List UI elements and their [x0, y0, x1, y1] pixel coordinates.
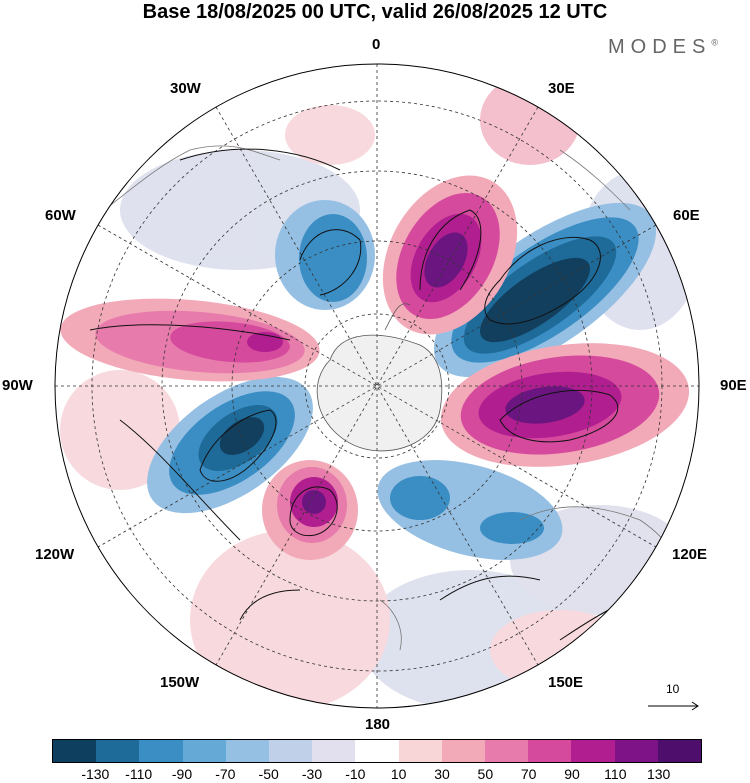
positive-anomaly-80w — [60, 298, 320, 382]
lon-label-120w: 120W — [35, 546, 75, 563]
colorbar-swatch — [269, 740, 313, 762]
colorbar-swatch — [139, 740, 183, 762]
colorbar-swatch — [571, 740, 615, 762]
weak-positive-area-north — [285, 105, 375, 165]
lon-label-30w: 30W — [170, 80, 201, 97]
colorbar-tick-label: -130 — [81, 766, 110, 782]
lon-label-60e: 60E — [673, 207, 700, 224]
colorbar-swatch — [53, 740, 97, 762]
colorbar-tick-label: 130 — [646, 766, 671, 782]
colorbar-tick-label: -50 — [258, 766, 279, 782]
registered-mark: ® — [711, 37, 718, 48]
vector-reference-label: 10 — [666, 682, 680, 696]
lon-label-90w: 90W — [2, 377, 33, 394]
colorbar-tick-label: -30 — [301, 766, 323, 782]
coastline-new-zealand — [379, 599, 402, 651]
lon-label-30e: 30E — [548, 80, 575, 97]
colorbar-swatch — [398, 740, 442, 762]
colorbar-tick-label: -10 — [345, 766, 366, 782]
colorbar-swatch — [355, 740, 399, 762]
map-boundary — [54, 63, 700, 709]
weak-positive-area-west — [60, 370, 180, 490]
positive-anomaly-30e — [382, 175, 518, 335]
colorbar-swatch — [312, 740, 356, 762]
coastline-africa — [559, 149, 631, 211]
colorbar-tick-label: 110 — [604, 766, 627, 782]
map-title: Base 18/08/2025 00 UTC, valid 26/08/2025… — [142, 1, 608, 23]
colorbar-swatch — [657, 740, 702, 762]
lon-label-90e: 90E — [720, 377, 747, 394]
negative-anomaly-120e — [377, 460, 563, 560]
coastline-south-america — [89, 145, 281, 221]
colorbar-tick-label: 70 — [520, 766, 537, 782]
colorbar-tick-label: -70 — [215, 766, 236, 782]
colorbar-swatch — [225, 740, 270, 762]
antarctic-peninsula — [384, 303, 411, 331]
weak-positive-area-south — [190, 530, 390, 708]
colorbar-swatch — [528, 740, 572, 762]
lon-label-180: 180 — [365, 716, 391, 733]
meridians — [55, 64, 699, 708]
colorbar-swatch — [441, 740, 486, 762]
lon-label-120e: 120E — [672, 546, 708, 563]
lon-label-150w: 150W — [160, 674, 200, 691]
lon-label-0: 0 — [372, 36, 381, 53]
colorbar-swatch — [614, 740, 658, 762]
brand-text: MODES — [608, 36, 712, 58]
colorbar-tick-label: 90 — [564, 766, 580, 782]
colorbar-swatch — [182, 740, 226, 762]
modes-logo: MODES® — [608, 36, 718, 59]
colorbar-tick-label: -90 — [171, 766, 193, 782]
positive-anomaly-140w — [262, 460, 358, 560]
antarctica-landmass — [316, 334, 443, 452]
colorbar-tick-label: -110 — [125, 766, 153, 782]
colorbar-tick-label: 10 — [390, 766, 407, 782]
colorbar-swatch — [96, 740, 140, 762]
colorbar-tick-label: 30 — [434, 766, 450, 782]
lon-label-60w: 60W — [45, 207, 76, 224]
positive-anomaly-90e — [440, 343, 690, 467]
colorbar-swatch — [485, 740, 529, 762]
negative-anomaly-60e — [433, 202, 657, 378]
map-disc — [55, 64, 699, 708]
colorbar-tick-label: 50 — [477, 766, 494, 782]
colorbar — [52, 739, 702, 763]
vector-reference-arrow — [648, 701, 699, 711]
lon-label-150e: 150E — [548, 674, 584, 691]
